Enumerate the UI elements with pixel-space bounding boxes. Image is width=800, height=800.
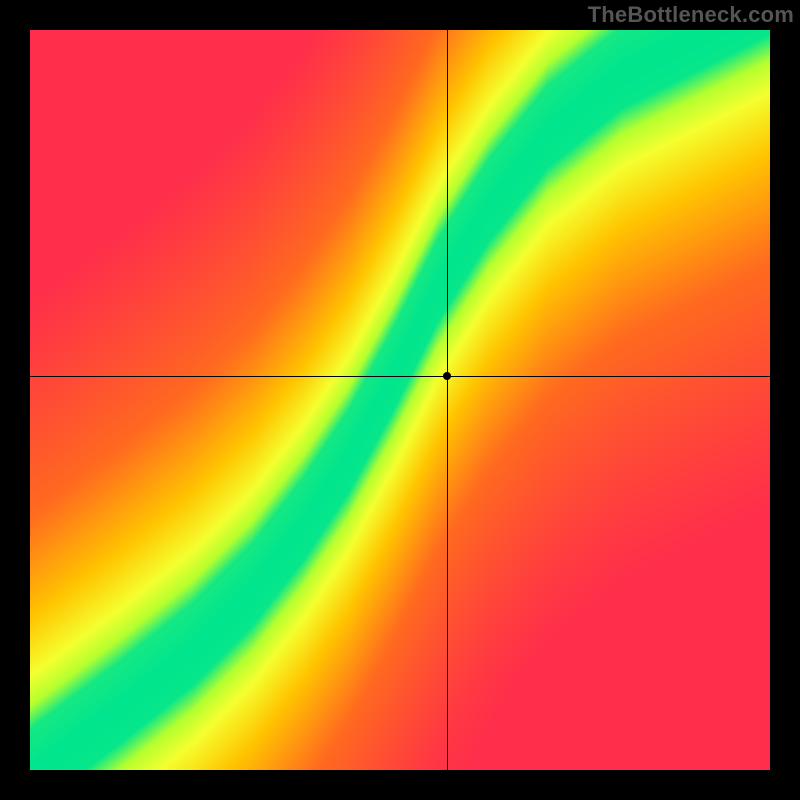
crosshair-vertical (447, 30, 448, 770)
crosshair-marker (443, 372, 451, 380)
chart-container: TheBottleneck.com (0, 0, 800, 800)
heatmap-canvas (30, 30, 770, 770)
plot-area (30, 30, 770, 770)
crosshair-horizontal (30, 376, 770, 377)
watermark-text: TheBottleneck.com (588, 2, 794, 28)
